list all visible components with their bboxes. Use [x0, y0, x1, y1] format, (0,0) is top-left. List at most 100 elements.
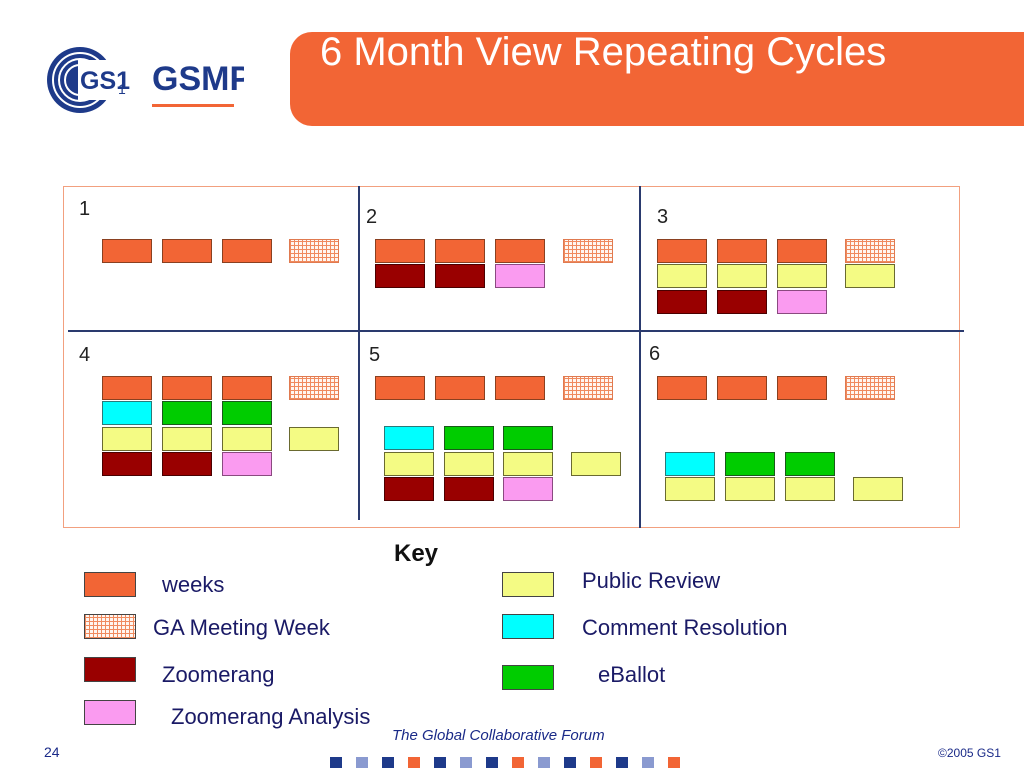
cell-label-3: 3	[657, 206, 669, 228]
cell-5-block-eballot	[503, 426, 553, 450]
cell-5-block-ga	[563, 376, 613, 400]
footer-square	[642, 757, 654, 768]
cell-4-block-eballot	[222, 401, 272, 425]
key-label-public-review: Public Review	[582, 568, 721, 593]
cell-3-block-weeks	[717, 239, 767, 263]
cell-5-block-eballot	[444, 426, 494, 450]
cell-6-block-weeks	[777, 376, 827, 400]
cell-2-block-weeks	[435, 239, 485, 263]
cell-label-1: 1	[79, 198, 91, 220]
key-label-eballot: eBallot	[598, 662, 666, 687]
key-swatch-zoomerang-analysis	[84, 700, 136, 725]
gs1-logo-text: GS1	[80, 67, 130, 95]
cell-2-block-zoomerang	[435, 264, 485, 288]
cell-5-block-zoomerang-analysis	[503, 477, 553, 501]
footer-square	[538, 757, 550, 768]
cell-label-4: 4	[79, 344, 91, 366]
key-label-zoomerang: Zoomerang	[162, 662, 275, 687]
cell-6-block-public-review	[725, 477, 775, 501]
cell-3-block-public-review	[845, 264, 895, 288]
cell-2-block-weeks	[495, 239, 545, 263]
cell-3-block-public-review	[657, 264, 707, 288]
cell-6-block-ga	[845, 376, 895, 400]
cell-5-block-public-review	[384, 452, 434, 476]
cell-6-block-comment-resolution	[665, 452, 715, 476]
cell-5-block-comment-resolution	[384, 426, 434, 450]
cell-3-block-weeks	[777, 239, 827, 263]
key-swatch-ga-meeting-week	[84, 614, 136, 639]
footer-square	[616, 757, 628, 768]
key-swatch-zoomerang	[84, 657, 136, 682]
footer-square	[590, 757, 602, 768]
cell-5-block-zoomerang	[384, 477, 434, 501]
cell-label-5: 5	[369, 344, 381, 366]
key-swatch-eballot	[502, 665, 554, 690]
copyright-text: ©2005 GS1	[938, 746, 1001, 760]
footer-square	[486, 757, 498, 768]
cell-4-block-public-review	[289, 427, 339, 451]
cell-2-block-zoomerang-analysis	[495, 264, 545, 288]
gs1-gsmp-logo: GS1 1 GSMP	[44, 44, 252, 116]
cell-4-block-ga	[289, 376, 339, 400]
cell-5-block-weeks	[495, 376, 545, 400]
footer-square	[564, 757, 576, 768]
cell-5-block-public-review	[444, 452, 494, 476]
cell-6-block-public-review	[665, 477, 715, 501]
cell-6-block-weeks	[717, 376, 767, 400]
gsmp-logo-text: GSMP	[152, 60, 244, 98]
cell-5-block-weeks	[435, 376, 485, 400]
key-label-comment-resolution: Comment Resolution	[582, 615, 788, 640]
key-title: Key	[394, 540, 439, 567]
grid-divider-vertical-2	[639, 186, 641, 528]
cell-1-block-weeks	[222, 239, 272, 263]
cell-1-block-weeks	[102, 239, 152, 263]
key-label-ga-meeting-week: GA Meeting Week	[153, 615, 330, 640]
cell-1-block-weeks	[162, 239, 212, 263]
cell-6-block-weeks	[657, 376, 707, 400]
footer-tagline: The Global Collaborative Forum	[392, 727, 605, 744]
page-title: 6 Month View Repeating Cycles	[320, 30, 887, 74]
cell-2-block-weeks	[375, 239, 425, 263]
cell-3-block-weeks	[657, 239, 707, 263]
footer-square	[382, 757, 394, 768]
cell-4-block-weeks	[162, 376, 212, 400]
cell-4-block-public-review	[162, 427, 212, 451]
cell-4-block-zoomerang	[102, 452, 152, 476]
key-label-weeks: weeks	[162, 572, 225, 597]
cell-5-block-public-review	[503, 452, 553, 476]
cell-4-block-weeks	[102, 376, 152, 400]
cell-4-block-weeks	[222, 376, 272, 400]
footer-square	[434, 757, 446, 768]
footer-square	[408, 757, 420, 768]
cell-4-block-eballot	[162, 401, 212, 425]
cell-2-block-zoomerang	[375, 264, 425, 288]
cell-label-2: 2	[366, 206, 378, 228]
cell-3-block-zoomerang	[717, 290, 767, 314]
gs1-logo-sub: 1	[118, 81, 126, 97]
cell-5-block-zoomerang	[444, 477, 494, 501]
cell-4-block-comment-resolution	[102, 401, 152, 425]
cell-6-block-eballot	[785, 452, 835, 476]
footer-square	[512, 757, 524, 768]
cell-4-block-zoomerang	[162, 452, 212, 476]
page-number: 24	[44, 744, 60, 760]
cell-2-block-ga	[563, 239, 613, 263]
cell-3-block-public-review	[717, 264, 767, 288]
footer-square	[460, 757, 472, 768]
title-bar	[290, 32, 1024, 126]
six-month-grid	[63, 186, 960, 528]
cell-6-block-public-review	[785, 477, 835, 501]
footer-square	[668, 757, 680, 768]
cell-4-block-public-review	[102, 427, 152, 451]
cell-4-block-public-review	[222, 427, 272, 451]
cell-4-block-zoomerang-analysis	[222, 452, 272, 476]
cell-3-block-zoomerang	[657, 290, 707, 314]
key-label-zoomerang-analysis: Zoomerang Analysis	[171, 704, 371, 729]
footer-square	[356, 757, 368, 768]
cell-1-block-ga	[289, 239, 339, 263]
cell-3-block-zoomerang-analysis	[777, 290, 827, 314]
cell-5-block-public-review	[571, 452, 621, 476]
cell-5-block-weeks	[375, 376, 425, 400]
grid-divider-horizontal	[68, 330, 964, 332]
cell-3-block-public-review	[777, 264, 827, 288]
